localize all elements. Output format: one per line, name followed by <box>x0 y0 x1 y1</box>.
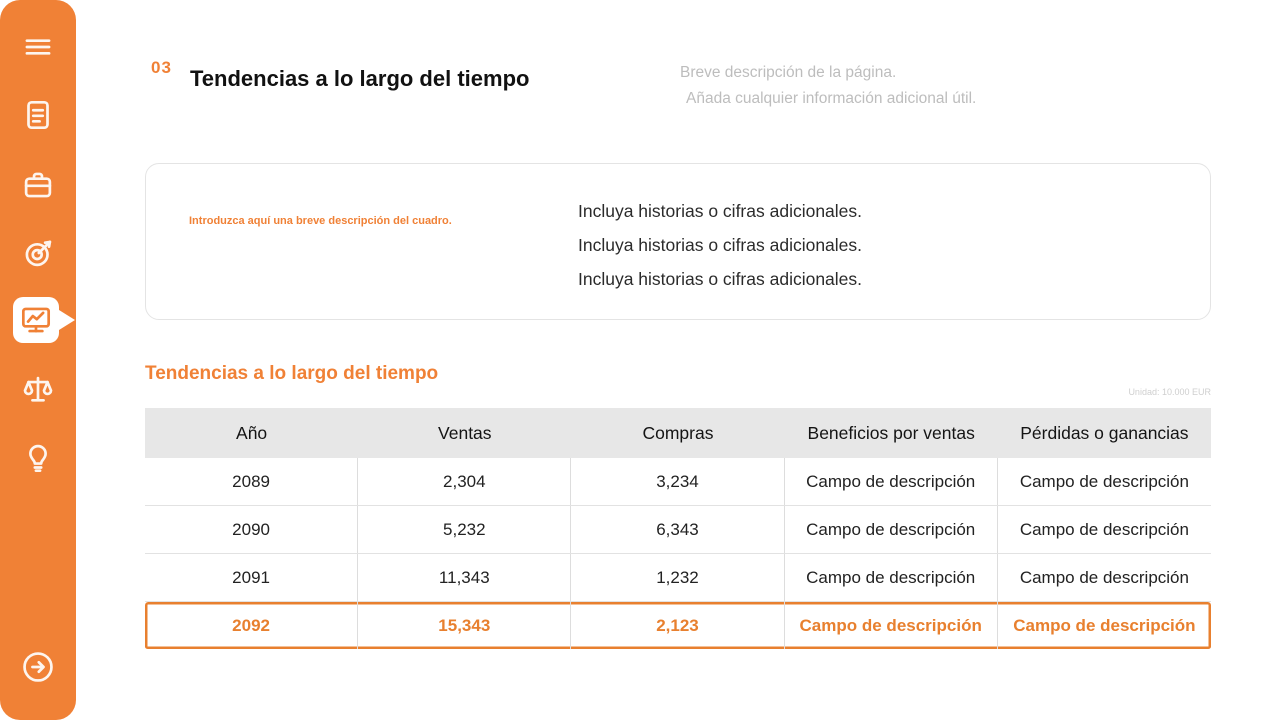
page-description-line2: Añada cualquier información adicional út… <box>686 90 977 107</box>
page-description-line1: Breve descripción de la página. <box>680 64 897 81</box>
table-cell: 2089 <box>145 458 359 505</box>
lightbulb-icon <box>29 444 47 473</box>
column-header: Año <box>236 422 268 443</box>
story-line: Incluya historias o cifras adicionales. <box>578 235 863 255</box>
table-cell: Campo de descripción <box>785 602 998 649</box>
card-stories: Incluya historias o cifras adicionales. … <box>578 194 862 296</box>
column-header: Pérdidas o ganancias <box>1020 422 1189 443</box>
summary-card: Introduzca aquí una breve descripción de… <box>145 163 1211 320</box>
page-title: Tendencias a lo largo del tiempo <box>190 66 530 91</box>
page-number: 03 <box>151 58 172 77</box>
table-cell: Campo de descripción <box>785 458 998 505</box>
table-cell: Campo de descripción <box>1013 615 1196 635</box>
table-cell: 2092 <box>145 602 359 649</box>
sidebar-item-trends[interactable] <box>13 297 59 343</box>
table-header-row: Año Ventas Compras Beneficios por ventas Pér… <box>145 408 1211 458</box>
table-cell: Campo de descripción <box>1019 471 1189 491</box>
active-item-pointer <box>59 310 75 330</box>
table-cell: 2091 <box>145 554 359 601</box>
target-icon <box>25 240 52 267</box>
table-row: 2091 11,343 1,232 Campo de descripción Campo… <box>145 554 1211 602</box>
card-caption: Introduzca aquí una breve descripción de… <box>189 215 452 227</box>
trends-table: Año Ventas Compras Beneficios por ventas Pér… <box>145 408 1211 650</box>
table-cell: 5,232 <box>358 506 572 553</box>
sidebar-item-balance[interactable] <box>16 368 60 412</box>
sidebar-item-goals[interactable] <box>16 231 60 275</box>
table-cell: Campo de descripción <box>785 506 998 553</box>
column-header: Beneficios por ventas <box>807 422 975 443</box>
table-row-highlighted: 2092 15,343 2,123 Campo de descripción Campo… <box>145 602 1211 650</box>
column-header: Ventas <box>438 422 492 443</box>
page-description: Breve descripción de la página. Añada cu… <box>680 60 976 112</box>
column-header: Compras <box>642 422 714 443</box>
next-page-button[interactable] <box>16 645 60 689</box>
section-title: Tendencias a lo largo del tiempo <box>145 363 439 384</box>
sidebar-item-report[interactable] <box>16 93 60 137</box>
story-line: Incluya historias o cifras adicionales. <box>578 201 863 221</box>
document-icon <box>27 100 49 130</box>
unit-note: Unidad: 10.000 EUR <box>1128 387 1211 397</box>
table-cell: 1,232 <box>571 554 785 601</box>
table-row: 2089 2,304 3,234 Campo de descripción Campo … <box>145 458 1211 506</box>
scales-icon <box>23 376 53 402</box>
table-cell: 3,234 <box>571 458 785 505</box>
table-body: 2089 2,304 3,234 Campo de descripción Campo … <box>145 458 1211 650</box>
menu-button[interactable] <box>16 25 60 69</box>
briefcase-icon <box>24 172 52 198</box>
sidebar-item-business[interactable] <box>16 163 60 207</box>
story-line: Incluya historias o cifras adicionales. <box>578 269 863 289</box>
table-cell: 2090 <box>145 506 359 553</box>
table-cell: Campo de descripción <box>1019 519 1189 539</box>
table-cell: 15,343 <box>358 602 572 649</box>
arrow-right-icon <box>23 652 53 682</box>
table-row: 2090 5,232 6,343 Campo de descripción Campo … <box>145 506 1211 554</box>
table-cell: 6,343 <box>571 506 785 553</box>
sidebar <box>0 0 76 720</box>
table-cell: Campo de descripción <box>1019 567 1189 587</box>
table-cell: 2,304 <box>358 458 572 505</box>
hamburger-icon <box>25 39 51 55</box>
monitor-chart-icon <box>21 307 51 333</box>
table-cell: 2,123 <box>571 602 785 649</box>
table-cell: 11,343 <box>358 554 572 601</box>
sidebar-item-ideas[interactable] <box>16 436 60 480</box>
table-cell: Campo de descripción <box>785 554 998 601</box>
